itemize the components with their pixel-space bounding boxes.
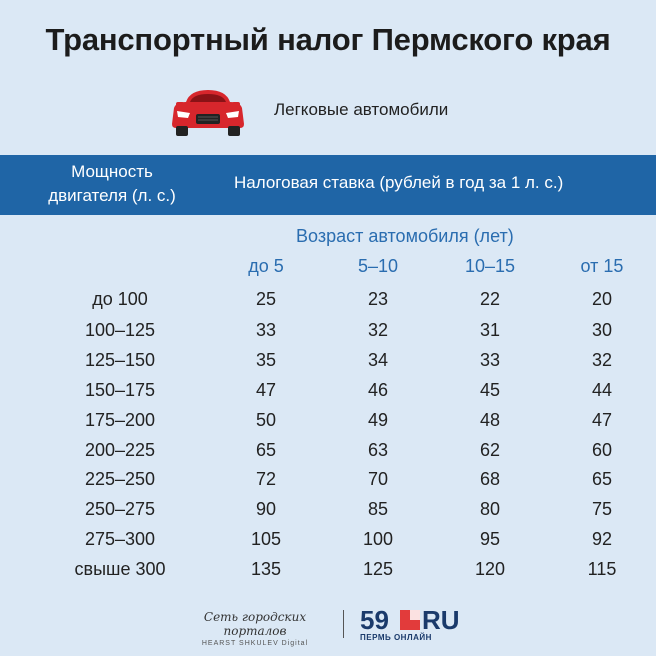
- rate-cell: 46: [367, 380, 389, 400]
- table-row: 100–125 33 32 31 30: [0, 320, 656, 350]
- rate-cell: 115: [587, 559, 617, 579]
- rate-cell: 49: [367, 410, 389, 430]
- footer-brand-line2: HEARST SHKULEV Digital: [201, 640, 309, 647]
- power-cell: 275–300: [84, 529, 156, 549]
- rate-cell: 92: [591, 529, 613, 549]
- rate-cell: 45: [479, 380, 501, 400]
- rate-cell: 48: [479, 410, 501, 430]
- rate-cell: 63: [367, 440, 389, 460]
- table-row: 175–200 50 49 48 47: [0, 410, 656, 440]
- rate-cell: 32: [367, 320, 389, 340]
- rate-cell: 34: [367, 350, 389, 370]
- age-column-header: 5–10: [357, 256, 399, 276]
- rate-cell: 85: [367, 499, 389, 519]
- rate-cell: 65: [591, 469, 613, 489]
- power-cell: 250–275: [84, 499, 156, 519]
- table-row: 200–225 65 63 62 60: [0, 440, 656, 470]
- table-row: до 100 25 23 22 20: [0, 289, 656, 319]
- power-cell: 200–225: [84, 440, 156, 460]
- table-row: 250–275 90 85 80 75: [0, 499, 656, 529]
- rate-cell: 68: [479, 469, 501, 489]
- rate-cell: 62: [479, 440, 501, 460]
- rate-cell: 135: [250, 559, 282, 579]
- rate-cell: 95: [479, 529, 501, 549]
- rate-cell: 33: [479, 350, 501, 370]
- rate-cell: 33: [255, 320, 277, 340]
- power-cell: 150–175: [84, 380, 156, 400]
- power-header-line2: двигателя (л. с.): [48, 186, 176, 205]
- footer-brand: Сеть городских порталов HEARST SHKULEV D…: [180, 610, 330, 647]
- rate-cell: 70: [367, 469, 389, 489]
- logo-domain: RU: [422, 605, 460, 635]
- table-row: 125–150 35 34 33 32: [0, 350, 656, 380]
- table-row: свыше 300 135 125 120 115: [0, 559, 656, 589]
- table-header-bar: Мощность двигателя (л. с.) Налоговая ста…: [0, 155, 656, 215]
- table-row: 275–300 105 100 95 92: [0, 529, 656, 559]
- rate-cell: 50: [255, 410, 277, 430]
- rate-cell: 25: [255, 289, 277, 309]
- logo-square-icon: [400, 610, 420, 630]
- rate-column-header: Налоговая ставка (рублей в год за 1 л. с…: [234, 173, 564, 192]
- rate-cell: 75: [591, 499, 613, 519]
- age-column-header: до 5: [248, 256, 284, 276]
- rate-cell: 105: [250, 529, 282, 549]
- rate-cell: 60: [591, 440, 613, 460]
- rate-cell: 30: [591, 320, 613, 340]
- rate-cell: 32: [591, 350, 613, 370]
- rate-cell: 90: [255, 499, 277, 519]
- power-cell: 125–150: [84, 350, 156, 370]
- power-header-line1: Мощность: [71, 162, 153, 181]
- power-cell: до 100: [92, 289, 148, 309]
- rate-cell: 44: [591, 380, 613, 400]
- logo-number: 59: [360, 605, 389, 635]
- page-title: Транспортный налог Пермского края: [45, 22, 611, 57]
- footer-brand-line1: Сеть городских порталов: [203, 610, 307, 638]
- power-cell: свыше 300: [74, 559, 166, 579]
- rate-cell: 35: [255, 350, 277, 370]
- rate-cell: 80: [479, 499, 501, 519]
- rate-cell: 22: [479, 289, 501, 309]
- footer-divider: [343, 610, 344, 638]
- age-label: Возраст автомобиля (лет): [296, 226, 514, 246]
- rate-cell: 120: [474, 559, 506, 579]
- rate-cell: 100: [362, 529, 394, 549]
- vehicle-category: Легковые автомобили: [274, 100, 449, 119]
- rate-cell: 72: [255, 469, 277, 489]
- rate-cell: 65: [255, 440, 277, 460]
- power-cell: 100–125: [84, 320, 156, 340]
- power-column-header: Мощность двигателя (л. с.): [22, 160, 202, 208]
- table-row: 150–175 47 46 45 44: [0, 380, 656, 410]
- rate-cell: 20: [591, 289, 613, 309]
- power-cell: 225–250: [84, 469, 156, 489]
- age-column-header: 10–15: [464, 256, 516, 276]
- power-cell: 175–200: [84, 410, 156, 430]
- rate-cell: 47: [255, 380, 277, 400]
- table-row: 225–250 72 70 68 65: [0, 469, 656, 499]
- rate-cell: 125: [362, 559, 394, 579]
- car-icon: [168, 84, 248, 138]
- rate-cell: 31: [479, 320, 501, 340]
- age-column-header: от 15: [580, 256, 624, 276]
- rate-cell: 23: [367, 289, 389, 309]
- logo-subtitle: ПЕРМЬ ОНЛАЙН: [360, 633, 432, 642]
- rate-cell: 47: [591, 410, 613, 430]
